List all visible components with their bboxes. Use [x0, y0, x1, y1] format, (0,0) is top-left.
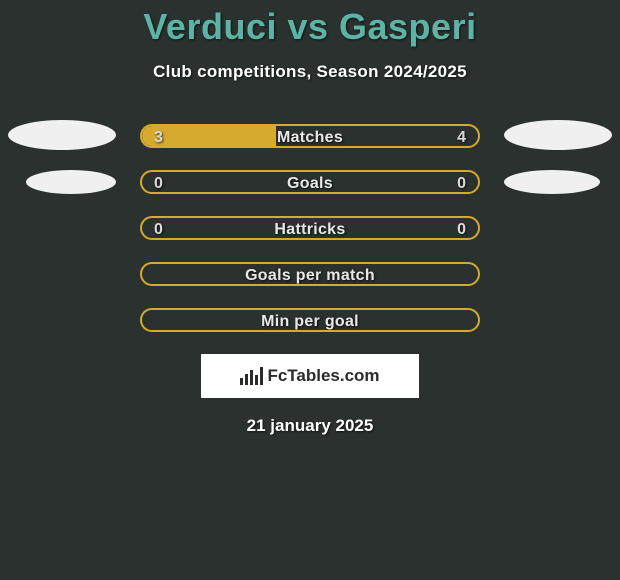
stat-bar-track: Goals per match: [140, 262, 480, 286]
player-ellipse-right: [504, 170, 600, 194]
player-ellipse-left: [8, 120, 116, 150]
stats-container: 34Matches 00Goals 00Hattricks Goals per mat…: [0, 124, 620, 332]
stat-bar-track: 34Matches: [140, 124, 480, 148]
stat-bar-track: Min per goal: [140, 308, 480, 332]
stat-row: Min per goal: [0, 308, 620, 332]
stat-bar-track: 00Goals: [140, 170, 480, 194]
stat-row: 34Matches: [0, 124, 620, 148]
bars-icon: [240, 367, 263, 385]
stat-bar-track: 00Hattricks: [140, 216, 480, 240]
stat-label: Min per goal: [142, 310, 478, 332]
stat-label: Goals per match: [142, 264, 478, 286]
date-text: 21 january 2025: [0, 416, 620, 436]
logo-text: FcTables.com: [267, 366, 379, 386]
stat-label: Hattricks: [142, 218, 478, 240]
stat-row: 00Hattricks: [0, 216, 620, 240]
stat-label: Goals: [142, 172, 478, 194]
stat-row: 00Goals: [0, 170, 620, 194]
player-ellipse-left: [26, 170, 116, 194]
stat-label: Matches: [142, 126, 478, 148]
subtitle: Club competitions, Season 2024/2025: [0, 62, 620, 82]
page-title: Verduci vs Gasperi: [0, 0, 620, 48]
stat-row: Goals per match: [0, 262, 620, 286]
logo-box: FcTables.com: [201, 354, 419, 398]
player-ellipse-right: [504, 120, 612, 150]
logo: FcTables.com: [240, 366, 379, 386]
